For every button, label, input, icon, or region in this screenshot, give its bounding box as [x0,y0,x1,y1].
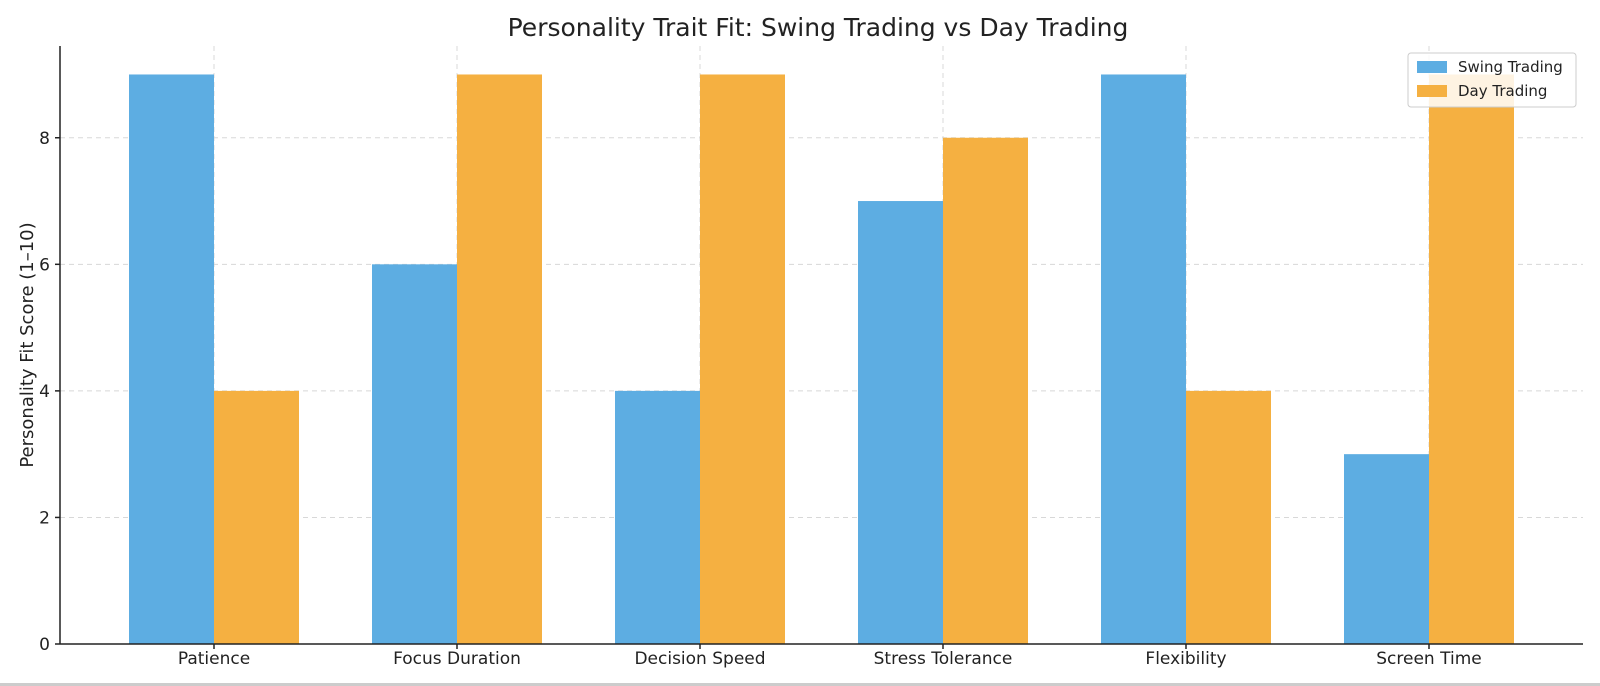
bar-day-trading-4 [1186,390,1271,644]
x-tick-label: Patience [178,649,250,669]
tick-labels: 0 2 4 6 8 Patience Focus Duration Decision Spee… [39,129,1482,669]
bar-swing-trading-5 [1344,454,1429,644]
y-tick-label: 8 [39,129,50,149]
bar-day-trading-0 [214,390,299,644]
y-tick-label: 4 [39,382,50,402]
bar-day-trading-1 [457,74,542,644]
legend-swatch [1417,85,1447,97]
legend-label: Swing Trading [1458,58,1563,76]
y-axis-label: Personality Fit Score (1–10) [17,222,38,467]
bottom-border [0,683,1600,686]
y-tick-label: 2 [39,508,50,528]
x-tick-label: Focus Duration [393,649,521,669]
y-tick-label: 0 [39,635,50,655]
bar-swing-trading-0 [129,74,214,644]
x-tick-label: Stress Tolerance [874,649,1013,669]
bar-swing-trading-4 [1101,74,1186,644]
bar-day-trading-2 [700,74,785,644]
bar-swing-trading-1 [372,264,457,644]
legend-label: Day Trading [1458,82,1547,100]
bar-swing-trading-3 [858,201,943,644]
legend-swatch [1417,61,1447,73]
bar-swing-trading-2 [615,390,700,644]
chart-title: Personality Trait Fit: Swing Trading vs … [508,13,1129,42]
x-tick-label: Flexibility [1145,649,1226,669]
legend-box [1407,52,1577,108]
y-tick-label: 6 [39,255,50,275]
bar-day-trading-3 [943,137,1028,645]
bars [129,74,1514,645]
x-tick-label: Screen Time [1376,649,1481,669]
x-tick-label: Decision Speed [634,649,765,669]
legend: Swing Trading Day Trading [1407,52,1577,108]
bar-day-trading-5 [1429,74,1514,644]
axes [59,46,1583,645]
